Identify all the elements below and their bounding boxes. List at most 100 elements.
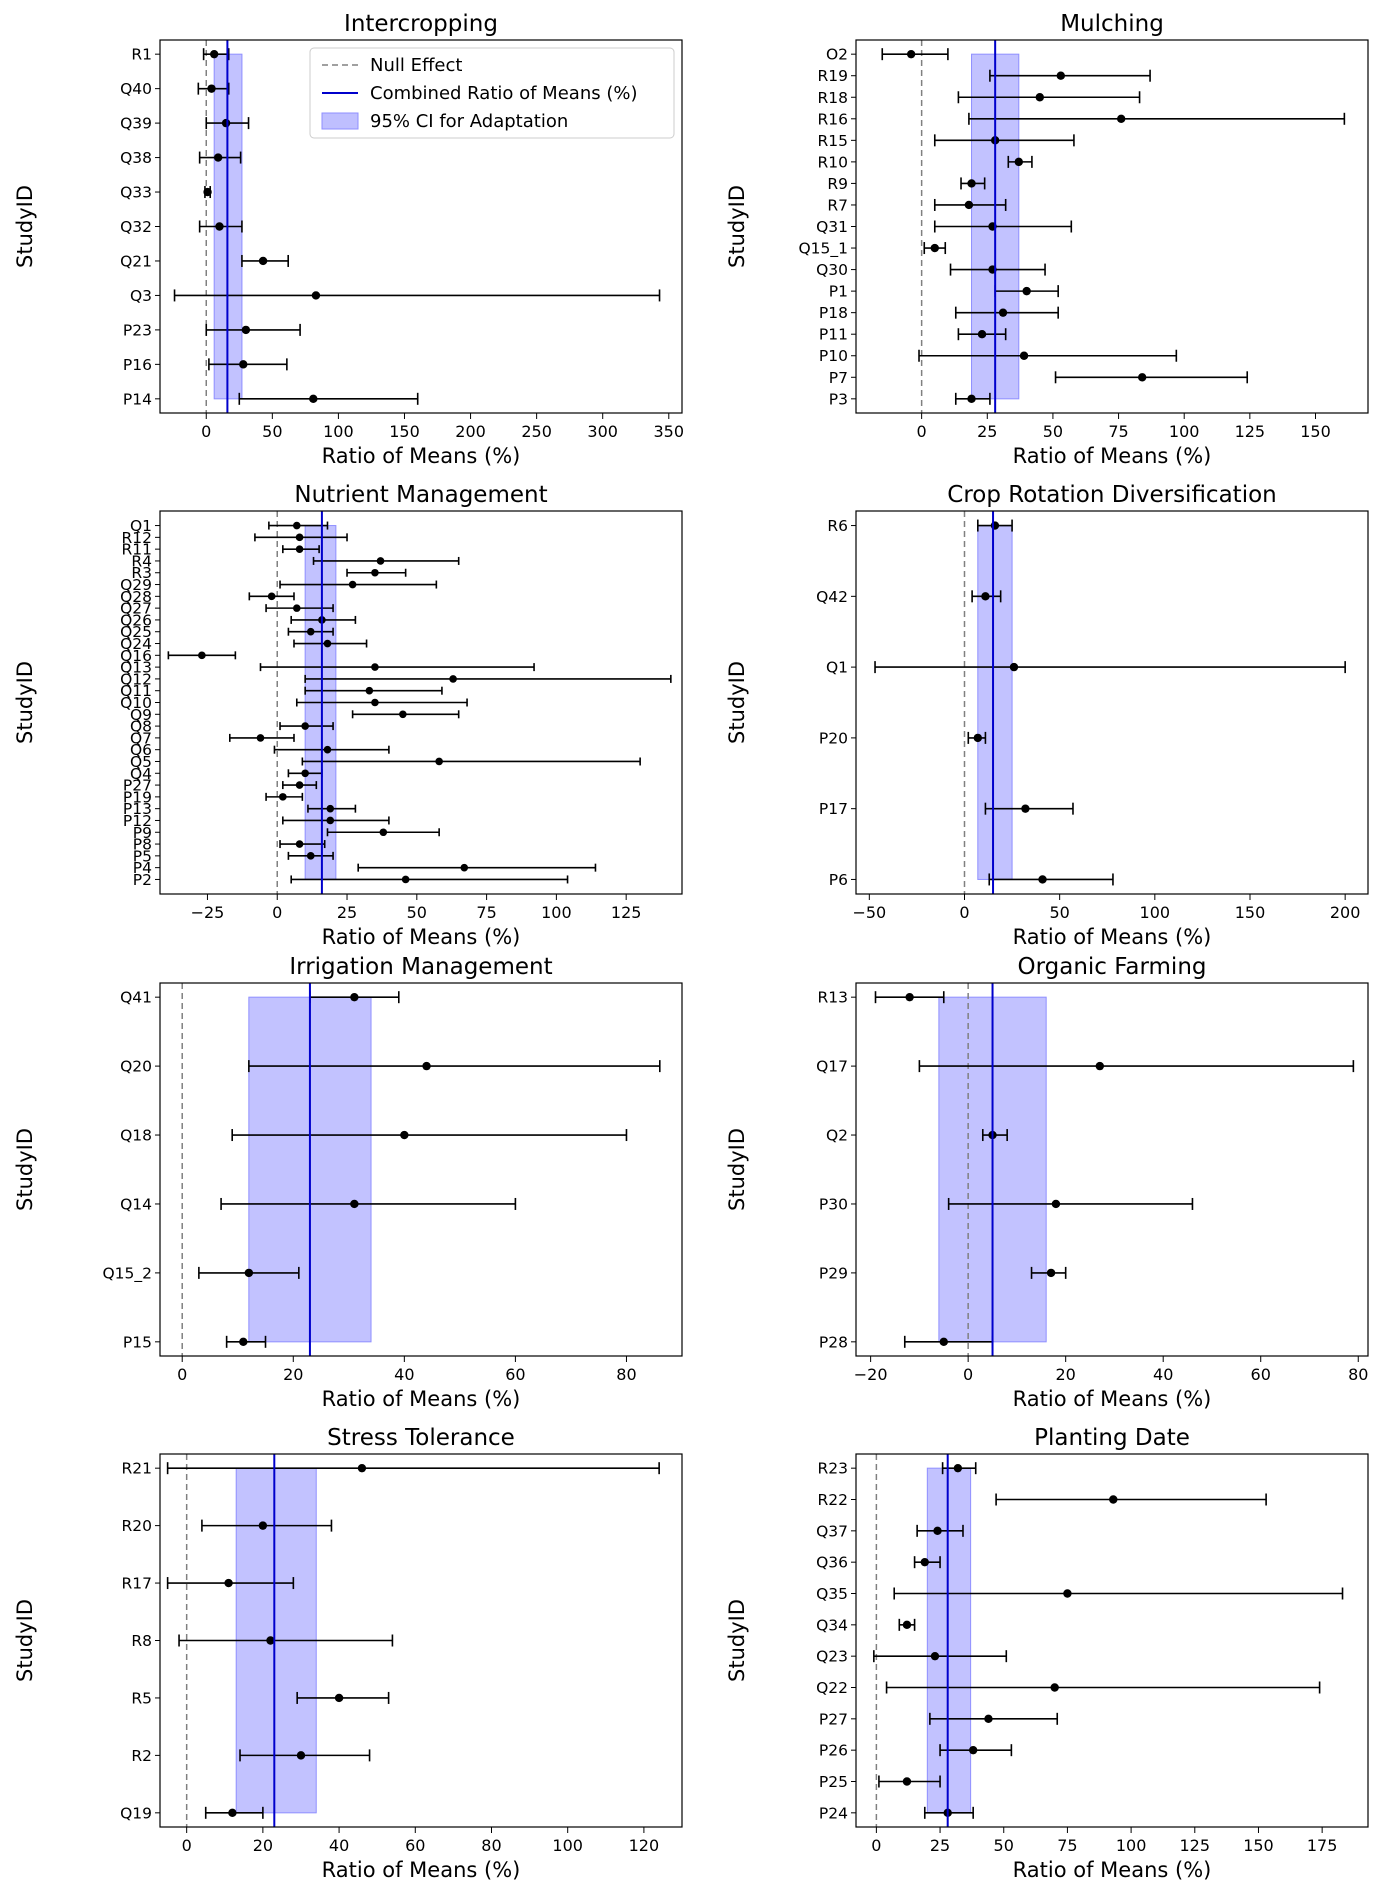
x-tick-label: 100 xyxy=(552,1836,583,1855)
study-P18 xyxy=(954,306,1059,319)
y-tick-label: P10 xyxy=(819,347,848,365)
y-tick-label: Q32 xyxy=(120,218,152,236)
y-tick-label: R2 xyxy=(131,1747,152,1765)
study-point xyxy=(357,1463,367,1473)
x-tick-label: 100 xyxy=(541,903,572,922)
y-tick-label: P5 xyxy=(133,847,152,865)
study-point xyxy=(365,686,374,695)
study-Q14 xyxy=(220,1197,517,1210)
study-Q13 xyxy=(259,663,535,672)
y-tick-label: P14 xyxy=(123,390,152,408)
study-Q35 xyxy=(893,1587,1344,1600)
y-tick-label: R15 xyxy=(818,132,849,150)
y-tick-label: R17 xyxy=(122,1575,153,1593)
x-tick-label: 75 xyxy=(476,903,496,922)
study-point xyxy=(295,781,304,789)
study-point xyxy=(990,521,1000,530)
study-point xyxy=(981,592,990,601)
y-tick-label: R8 xyxy=(131,1632,152,1650)
y-tick-label: Q17 xyxy=(816,1058,848,1076)
study-point xyxy=(326,804,335,813)
study-Q16 xyxy=(167,651,237,660)
study-P12 xyxy=(282,816,390,825)
x-tick-label: 40 xyxy=(1153,1365,1173,1384)
axes-frame xyxy=(855,510,1369,895)
study-P16 xyxy=(208,358,288,371)
study-point xyxy=(221,118,231,128)
x-tick-label: 25 xyxy=(337,903,357,922)
y-tick-label: Q37 xyxy=(816,1522,848,1540)
x-axis-label: Ratio of Means (%) xyxy=(322,925,521,949)
study-point xyxy=(371,568,379,577)
study-point xyxy=(1019,351,1029,360)
x-tick-label: 80 xyxy=(481,1836,501,1855)
x-tick-label: 0 xyxy=(963,1365,973,1384)
study-point xyxy=(1014,157,1023,167)
x-tick-label: 25 xyxy=(977,422,997,441)
study-point xyxy=(967,179,976,188)
study-Q23 xyxy=(873,1650,1008,1663)
study-point xyxy=(967,394,976,404)
study-Q28 xyxy=(248,592,295,601)
axes-frame xyxy=(855,982,1369,1357)
x-tick-label: 300 xyxy=(587,422,618,441)
study-point xyxy=(213,153,223,162)
study-R5 xyxy=(296,1691,390,1704)
study-Q24 xyxy=(293,639,368,648)
y-tick-label: R22 xyxy=(818,1491,849,1509)
x-tick-label: 0 xyxy=(201,422,211,441)
study-Q42 xyxy=(971,590,1002,603)
study-O2 xyxy=(881,48,949,61)
study-Q18 xyxy=(231,1129,628,1142)
study-R20 xyxy=(201,1519,333,1532)
y-tick-label: Q4 xyxy=(130,765,152,783)
study-R4 xyxy=(312,556,460,565)
study-P27 xyxy=(929,1712,1059,1725)
y-tick-label: R7 xyxy=(827,196,848,214)
x-axis-label: Ratio of Means (%) xyxy=(322,1858,521,1882)
study-point xyxy=(1009,662,1019,672)
x-tick-label: 100 xyxy=(1140,903,1171,922)
y-tick-label: Q35 xyxy=(816,1585,848,1603)
y-tick-label: P3 xyxy=(829,390,848,408)
y-tick-label: P28 xyxy=(819,1333,848,1351)
x-tick-label: 50 xyxy=(1049,903,1069,922)
x-tick-label: −20 xyxy=(854,1365,888,1384)
study-Q6 xyxy=(273,745,390,754)
study-R22 xyxy=(995,1493,1267,1506)
x-tick-label: 125 xyxy=(611,903,642,922)
study-point xyxy=(460,863,469,872)
study-Q32 xyxy=(198,220,243,233)
study-R8 xyxy=(178,1634,394,1647)
study-point xyxy=(435,757,443,766)
study-point xyxy=(1137,373,1147,382)
study-P23 xyxy=(205,323,301,336)
study-point xyxy=(348,580,357,589)
ci-band xyxy=(926,1467,972,1814)
study-Q22 xyxy=(885,1681,1321,1694)
study-P7 xyxy=(1054,371,1249,384)
panel-2: O2 R19 R18 R16 R15 R10 R9 R7 Q31 Q15_1 Q30 P1 P18 P11… xyxy=(725,11,1369,468)
study-point xyxy=(1116,114,1126,123)
study-point xyxy=(203,187,212,197)
axes-frame xyxy=(159,1453,683,1828)
y-tick-label: R9 xyxy=(827,175,848,193)
study-P3 xyxy=(954,392,991,405)
study-Q9 xyxy=(351,710,460,719)
y-tick-label: P27 xyxy=(123,777,152,795)
y-tick-label: Q3 xyxy=(130,287,152,305)
study-point xyxy=(215,222,224,231)
y-tick-label: Q5 xyxy=(130,753,152,771)
study-point xyxy=(902,1777,912,1786)
y-tick-label: R23 xyxy=(818,1460,849,1478)
y-axis-label: StudyID xyxy=(725,661,749,744)
y-tick-label: Q29 xyxy=(120,576,152,594)
y-tick-label: R3 xyxy=(131,564,152,582)
study-point xyxy=(292,604,301,612)
x-tick-label: 40 xyxy=(394,1365,414,1384)
panel-title: Mulching xyxy=(1060,11,1164,37)
study-P15 xyxy=(225,1335,267,1348)
study-point xyxy=(228,1808,237,1818)
x-tick-label: 0 xyxy=(917,422,927,441)
